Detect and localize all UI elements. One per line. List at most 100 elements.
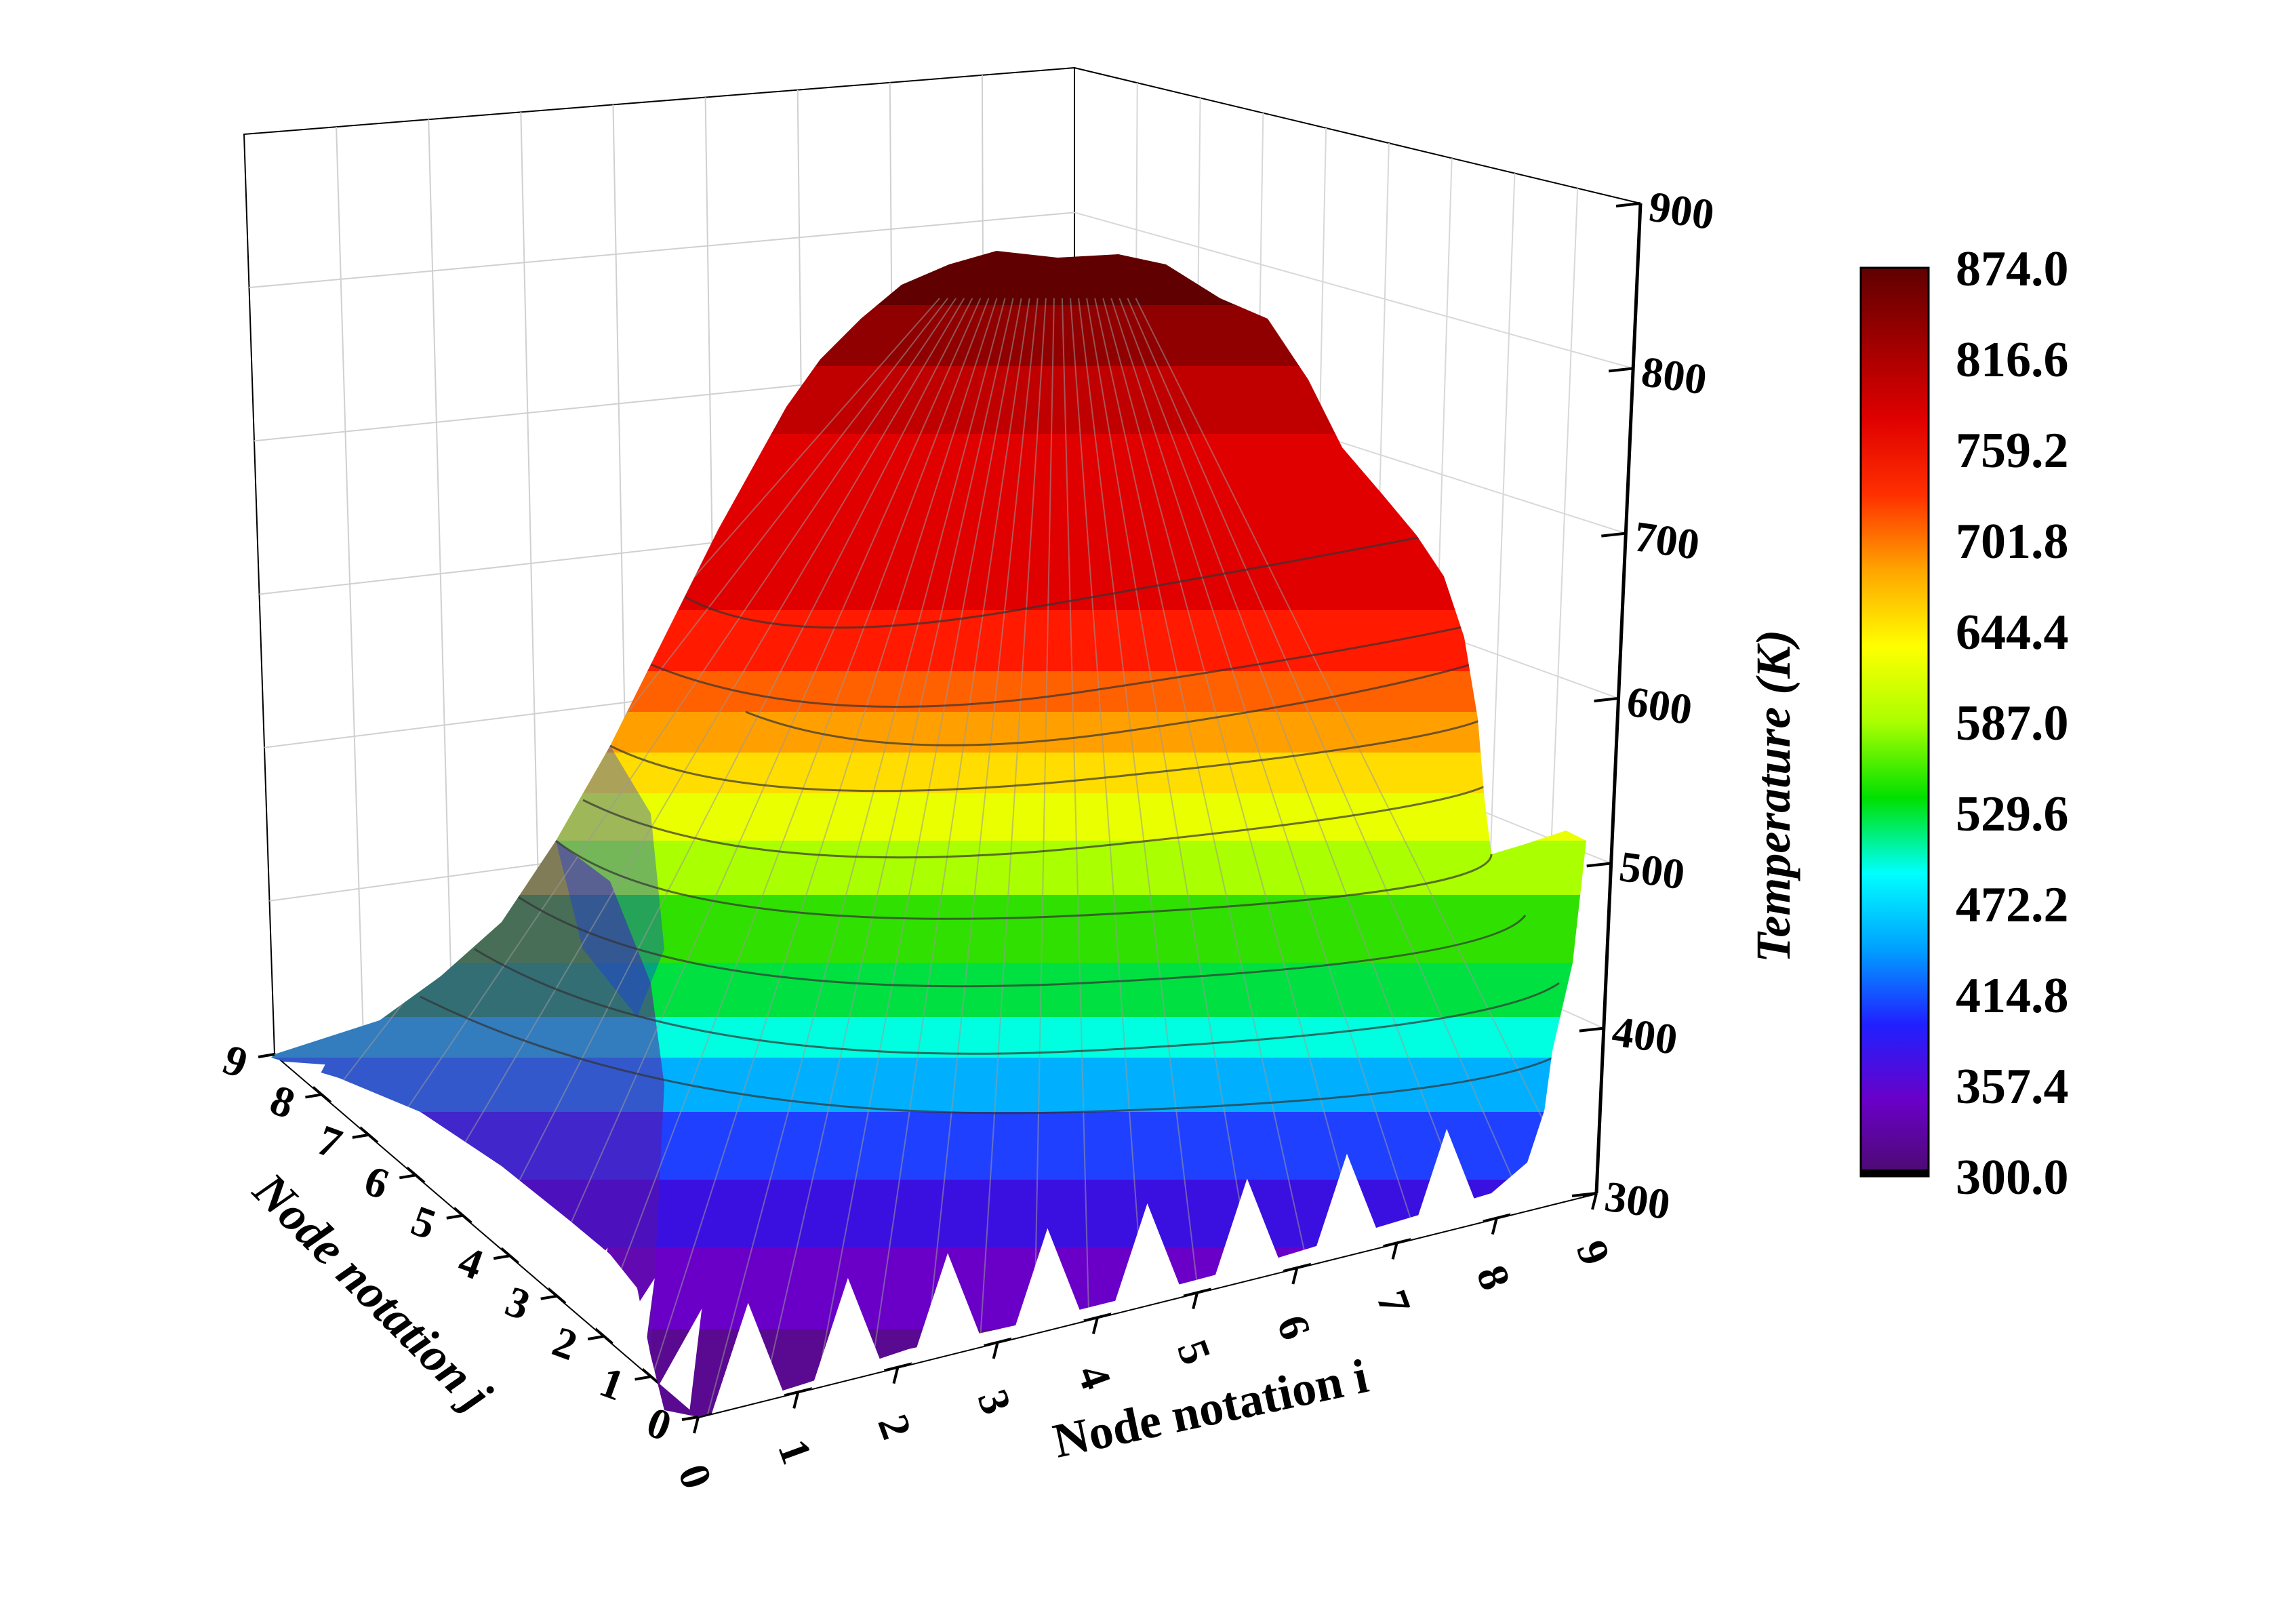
spike-gap [911,1253,984,1364]
j-tick-mark [587,1335,605,1341]
z-tick-label: 300 [1602,1172,1673,1229]
j-tick-mark [352,1133,369,1139]
mesh-line [1070,298,1144,1305]
colorbar-tick-label: 529.6 [1956,786,2069,842]
contour-line [582,785,1485,859]
mesh-line [1102,298,1363,1249]
i-tick-label: 7 [1367,1284,1420,1321]
temperature-surface [271,251,1586,1417]
spike-gap [1510,1104,1584,1215]
j-tick-mark [399,1174,416,1180]
j-tick-label: 7 [311,1115,348,1168]
colorbar-tick-label: 701.8 [1956,514,2069,569]
j-tick-mark [258,1053,275,1058]
z-tick-label: 800 [1638,347,1710,404]
z-tick-label: 900 [1646,182,1717,239]
spike-gap [612,1278,655,1369]
spike-gap [471,1186,514,1249]
mesh-line [1061,298,1090,1319]
spike-gap [283,1061,325,1087]
i-tick-mark [1192,1292,1199,1310]
colorbar-tick-label: 874.0 [1956,241,2069,297]
z-axis-ticks: 300 400 500 600 700 800 900 [1571,182,1717,1229]
colorbar: 874.0 816.6 759.2 701.8 644.4 587.0 529.6 472.2… [1859,241,2069,1205]
contour-line [609,717,1485,793]
contour-line [474,948,1560,1055]
i-tick-mark [892,1367,900,1384]
z-tick-mark [1579,1026,1605,1033]
i-tick-mark [1091,1317,1099,1334]
spike-gap [711,1302,785,1414]
mesh-line [1127,298,1526,1207]
back-wall-right [1074,67,1641,204]
i-tick-label: 3 [969,1384,1022,1420]
spike-gap [1210,1178,1284,1289]
colorbar-tick-label: 816.6 [1956,332,2069,388]
spike-gap [1011,1228,1085,1340]
surface-band [271,793,1586,842]
i-tick-label: 0 [669,1458,722,1495]
mesh-line [1110,298,1417,1235]
i-tick-label: 5 [1168,1334,1221,1370]
mesh-line [1078,298,1199,1291]
grid-line [1074,212,1634,369]
contour-line [650,622,1478,708]
i-tick-mark [1591,1193,1598,1210]
spike-gap [1110,1203,1184,1315]
contour-line [420,995,1567,1115]
surface-band [271,251,1586,306]
j-tick-label: 1 [594,1357,630,1410]
j-tick-mark [446,1214,464,1220]
contour-line [515,894,1527,988]
colorbar-tick-label: 300.0 [1956,1150,2069,1205]
mesh-line [597,298,990,1330]
mesh-line [434,298,965,1195]
contour-line [555,839,1493,920]
i-tick-mark [693,1416,700,1434]
mesh-line [651,298,998,1376]
surface-low-region [271,841,664,1356]
i-tick-mark [792,1391,800,1409]
j-tick-label: 9 [217,1035,254,1087]
mesh-line [815,298,1022,1388]
mesh-line [761,298,1014,1403]
z-axis-title: Temperature (K) [1746,630,1800,963]
j-tick-mark [681,1416,699,1421]
j-tick-label: 8 [264,1075,301,1128]
spike-gap [811,1278,885,1389]
colorbar-tick-label: 414.8 [1956,968,2069,1024]
z-tick-label: 700 [1631,512,1702,569]
i-tick-label: 8 [1468,1259,1520,1296]
j-tick-label: 5 [405,1196,442,1249]
i-tick-label: 1 [769,1433,822,1470]
spike-gap [424,1156,467,1209]
j-tick-label: 0 [641,1397,677,1450]
j-tick-label: 6 [359,1156,395,1209]
colorbar-tick-label: 587.0 [1956,696,2069,751]
z-tick-label: 400 [1609,1007,1680,1064]
mesh-line [870,298,1030,1374]
z-tick-mark [1594,697,1619,702]
surface-band [271,712,1586,754]
mesh-line [543,298,982,1285]
mesh-line [1119,298,1472,1222]
colorbar-tick-label: 357.4 [1956,1059,2069,1115]
spike-gap [660,1308,702,1410]
mesh-line [1086,298,1253,1277]
contour-line [745,663,1472,746]
mesh-line [1033,298,1055,1333]
j-tick-mark [635,1375,651,1381]
i-tick-mark [1291,1267,1299,1285]
contour-line [684,527,1465,629]
colorbar-gradient [1859,266,1930,1178]
i-tick-mark [992,1342,999,1359]
spike-gap [1310,1153,1384,1265]
spike-gap [1410,1129,1483,1240]
i-tick-label: 6 [1268,1309,1321,1346]
boundary-spikes [283,1061,1584,1414]
grid-line [249,212,1075,289]
spike-gap [518,1217,561,1289]
colorbar-bottom-cap [1861,1169,1929,1176]
mesh-line [488,298,973,1240]
